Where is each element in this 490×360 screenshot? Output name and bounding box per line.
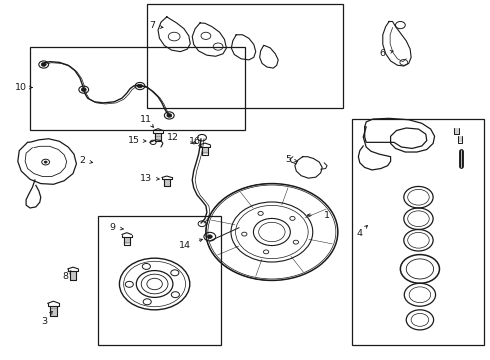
Text: 1: 1 bbox=[324, 211, 330, 220]
Bar bbox=[352, 119, 485, 345]
Circle shape bbox=[41, 63, 46, 66]
Text: 12: 12 bbox=[167, 133, 179, 142]
Text: 16: 16 bbox=[189, 137, 201, 146]
Text: 3: 3 bbox=[42, 317, 48, 326]
Text: 5: 5 bbox=[285, 155, 291, 164]
Text: 10: 10 bbox=[15, 83, 27, 92]
Circle shape bbox=[81, 88, 86, 91]
Circle shape bbox=[167, 114, 172, 117]
Text: 2: 2 bbox=[80, 156, 86, 165]
Circle shape bbox=[138, 84, 143, 88]
Text: 15: 15 bbox=[127, 136, 140, 145]
Bar bbox=[98, 216, 220, 345]
Circle shape bbox=[44, 161, 47, 163]
Text: 11: 11 bbox=[140, 114, 152, 123]
Text: 8: 8 bbox=[62, 271, 68, 280]
Text: 6: 6 bbox=[380, 49, 386, 58]
Bar bbox=[30, 47, 245, 130]
Bar bbox=[147, 4, 343, 108]
Circle shape bbox=[207, 235, 212, 238]
Text: 14: 14 bbox=[179, 241, 192, 250]
Text: 13: 13 bbox=[140, 174, 152, 183]
Text: 4: 4 bbox=[356, 229, 362, 238]
Text: 9: 9 bbox=[109, 223, 115, 232]
Text: 7: 7 bbox=[149, 21, 155, 30]
